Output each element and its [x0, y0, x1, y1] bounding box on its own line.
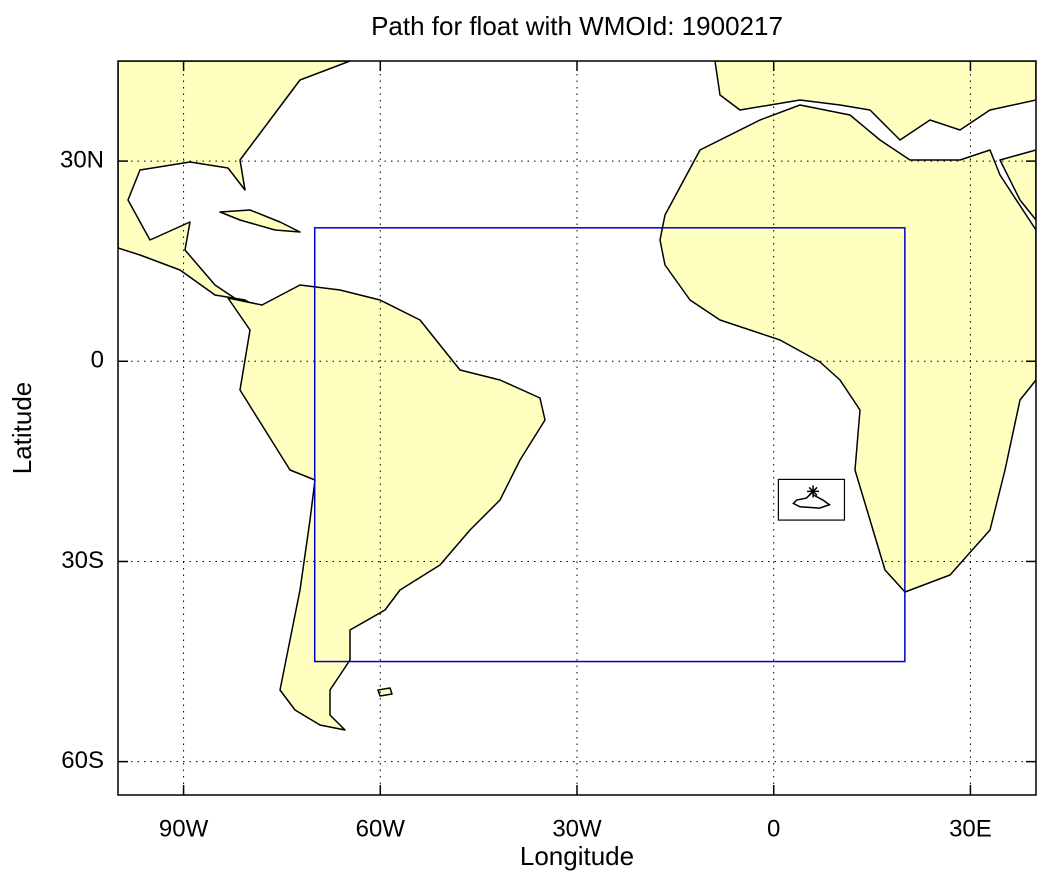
float-track [792, 490, 832, 509]
region-box [313, 227, 906, 663]
coastlines [118, 61, 1036, 731]
x-axis-label: Longitude [520, 841, 634, 871]
x-tick-label: 0 [767, 815, 780, 842]
x-tick-label: 90W [159, 815, 209, 842]
y-tick-label: 0 [91, 347, 104, 374]
x-tick-label: 30W [552, 815, 602, 842]
y-tick-label: 60S [61, 747, 104, 774]
track-box [777, 478, 846, 521]
y-tick-label: 30S [61, 547, 104, 574]
start-marker [807, 485, 820, 498]
arabia [999, 149, 1036, 221]
chart-title: Path for float with WMOId: 1900217 [371, 11, 783, 41]
x-tick-label: 30E [949, 815, 992, 842]
africa [659, 104, 1036, 593]
y-axis-label: Latitude [7, 382, 37, 475]
europe [714, 61, 1036, 141]
cuba [219, 209, 301, 233]
falklands [377, 687, 393, 697]
north-america [118, 61, 351, 311]
x-tick-label: 60W [356, 815, 406, 842]
south-america [227, 284, 546, 731]
y-tick-label: 30N [60, 146, 104, 173]
